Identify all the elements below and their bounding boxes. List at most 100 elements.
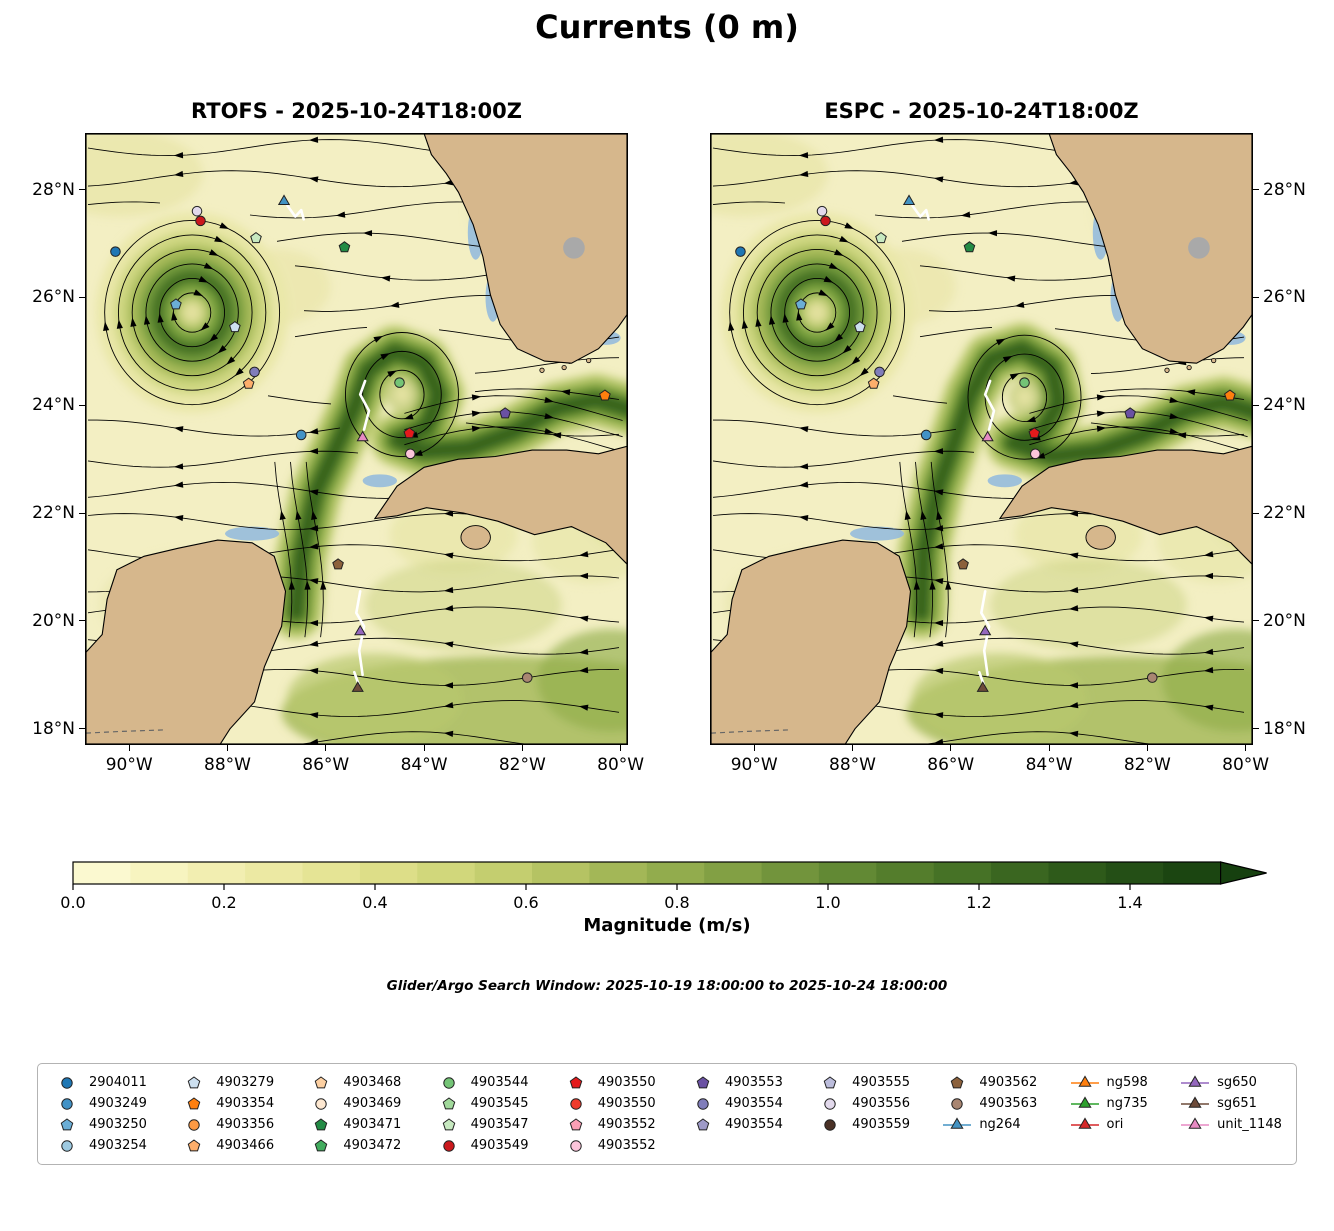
lon-tick-label: 86°W [302,755,350,775]
legend-item-unit_1148: unit_1148 [1180,1115,1282,1134]
axis-tick [79,296,85,298]
legend-label: 4903466 [216,1138,275,1153]
lat-tick-label: 24°N [1263,395,1306,416]
legend-item-4903354: 4903354 [179,1094,274,1113]
legend-item-4903254: 4903254 [52,1136,147,1155]
track-sg650 [355,590,366,677]
legend-item-4903471: 4903471 [306,1115,401,1134]
axis-tick [79,620,85,622]
pentagon-marker-icon [187,1138,201,1151]
axis-tick [1146,745,1148,751]
marker-ng264 [902,194,916,206]
legend-label: 4903550 [597,1096,656,1111]
search-window-text: Glider/Argo Search Window: 2025-10-19 18… [386,978,948,994]
lon-tick-label: 84°W [400,755,448,775]
marker-4903563 [521,672,533,683]
legend-label: 2904011 [89,1075,147,1090]
legend-label: 4903544 [470,1075,529,1090]
legend-column: ng598 ng735 ori [1070,1073,1148,1155]
marker-4903550 [1028,427,1041,439]
lon-tick-label: 88°W [204,755,251,775]
lon-tick-label: 80°W [597,755,645,775]
lon-tick-label: 86°W [927,755,975,775]
pentagon-marker-icon [951,1075,964,1088]
legend-label: unit_1148 [1217,1117,1282,1132]
legend-column: 4903562 4903563 ng264 [942,1073,1037,1155]
legend-label: 4903472 [343,1138,402,1153]
legend-label: 4903254 [89,1138,147,1153]
legend-item-4903469: 4903469 [306,1094,401,1113]
lat-tick-label: 26°N [32,287,75,308]
legend-item-ng735: ng735 [1070,1094,1148,1113]
circle-marker-icon [188,1118,200,1131]
marker-4903279 [854,320,866,333]
marker-4903554 [874,366,885,378]
lat-tick-label: 18°N [32,718,75,739]
track-unit_1148 [983,379,996,431]
legend-label: 4903354 [216,1096,275,1111]
marker-sg650 [354,624,367,636]
legend-label: 4903250 [89,1117,147,1132]
panel-title-rtofs: RTOFS - 2025-10-24T18:00Z [191,99,522,123]
circle-marker-icon [61,1139,73,1152]
legend-item-4903279: 4903279 [179,1073,274,1092]
magnitude-field [85,133,628,745]
colorbar-tick-label: 0.0 [60,893,86,912]
pentagon-marker-icon [442,1117,455,1130]
marker-4903471 [338,241,351,253]
legend-item-4903466: 4903466 [179,1136,274,1155]
marker-4903249 [920,429,932,441]
pentagon-marker-icon [696,1075,710,1088]
legend-item-4903249: 4903249 [52,1094,147,1113]
marker-4903547 [875,232,887,244]
legend-item-4903250: 4903250 [52,1115,147,1134]
marker-4903471 [963,241,976,253]
marker-4903547 [250,232,262,244]
circle-marker-icon [442,1076,455,1089]
land-layer [710,133,1253,745]
colorbar-svg [72,861,1267,890]
pentagon-marker-icon [823,1075,837,1088]
marker-2904011 [110,246,121,257]
lat-tick-label: 28°N [32,179,75,200]
axis-tick [620,745,622,751]
legend-item-4903553: 4903553 [688,1073,783,1092]
legend-item-4903562: 4903562 [942,1073,1037,1092]
legend-item-4903550: 4903550 [561,1073,656,1092]
platform-markers [110,194,611,692]
lon-tick-label: 90°W [105,755,153,775]
lat-tick-label: 20°N [32,610,75,631]
lat-tick-label: 22°N [1263,503,1306,524]
marker-4903556 [191,205,203,217]
espc-map [710,133,1253,745]
legend-item-4903556: 4903556 [815,1094,910,1113]
colorbar-tick-label: 0.2 [211,893,237,912]
legend-label: ori [1106,1117,1124,1132]
marker-4903554 [249,366,260,378]
marker-4903550 [403,427,416,439]
lat-tick-label: 22°N [32,503,75,524]
triangle-marker-icon [1181,1074,1210,1087]
rtofs-map [85,133,628,745]
pentagon-marker-icon [60,1117,74,1130]
lon-tick-label: 82°W [1123,755,1171,775]
axis-tick [79,404,85,406]
legend-label: sg650 [1217,1075,1257,1090]
colorbar-tick-label: 1.4 [1117,893,1143,912]
legend-label: 4903550 [597,1075,656,1090]
circle-marker-icon [315,1097,328,1110]
legend-item-4903545: 4903545 [434,1094,528,1113]
marker-4903556 [816,205,828,217]
legend-item-4903544: 4903544 [434,1073,529,1092]
marker-4903549 [820,215,831,227]
pentagon-marker-icon [187,1096,201,1109]
legend-item-4903468: 4903468 [306,1073,401,1092]
legend-column: 4903550 4903550 4903552 4903552 [561,1073,656,1155]
legend-column: 2904011 4903249 4903250 4903254 [52,1073,147,1155]
espc-map-panel: 90°W 88°W 86°W 84°W 82°W 80°W 28°N 26°N 24°N 22°N… [710,133,1306,775]
pentagon-marker-icon [315,1075,328,1088]
marker-4903549 [195,215,206,227]
lat-tick-label: 28°N [1263,179,1306,200]
axis-tick [950,745,952,751]
circle-marker-icon [570,1097,582,1110]
